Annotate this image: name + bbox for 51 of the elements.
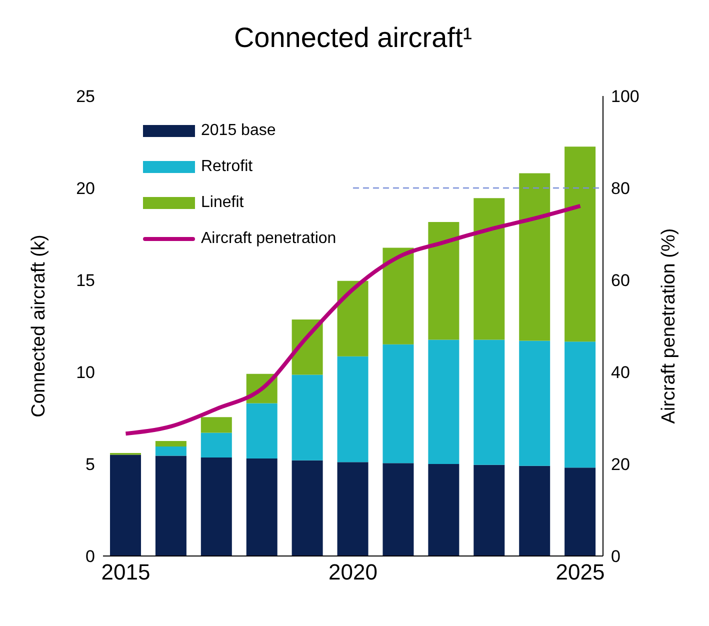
y2-axis-title: Aircraft penetration (%) [658, 228, 680, 424]
bar [110, 454, 141, 556]
y-tick-label: 5 [86, 455, 95, 474]
bar [428, 464, 460, 556]
bar [246, 403, 278, 458]
y-tick-label: 15 [76, 271, 95, 290]
bar [382, 248, 414, 344]
bar [200, 458, 232, 556]
bar [337, 462, 368, 556]
legend-label: 2015 base [201, 122, 276, 140]
y-axis-title: Connected aircraft (k) [28, 234, 50, 418]
y-tick-label: 20 [76, 179, 95, 198]
bar [200, 432, 232, 458]
chart-title: Connected aircraft¹ [232, 21, 474, 55]
bar [428, 340, 460, 464]
y-tick-label: 10 [76, 363, 95, 382]
bar [200, 417, 232, 433]
bar [337, 280, 368, 356]
bar [428, 222, 460, 340]
bar [564, 468, 596, 556]
bar [474, 464, 505, 556]
legend-label: Aircraft penetration [201, 230, 336, 248]
legend-label: Retrofit [201, 158, 253, 176]
bar [564, 342, 596, 468]
x-tick-label: 2020 [328, 560, 378, 585]
y2-tick-label: 40 [611, 363, 630, 382]
x-tick-label: 2025 [556, 560, 605, 585]
y2-tick-label: 80 [611, 179, 630, 198]
bar [155, 456, 186, 556]
y-tick-label: 0 [86, 547, 95, 566]
bar [519, 340, 550, 466]
bar [155, 446, 186, 456]
bar [474, 198, 505, 340]
y2-tick-label: 0 [611, 547, 620, 566]
y-tick-label: 25 [76, 87, 95, 106]
legend-label: Linefit [201, 194, 244, 212]
y2-tick-label: 100 [611, 87, 640, 106]
bar [382, 344, 414, 464]
bar [519, 173, 550, 341]
x-tick-label: 2015 [101, 560, 150, 585]
bar [292, 374, 323, 460]
bar [382, 463, 414, 556]
bar [292, 460, 323, 556]
bar [519, 466, 550, 556]
bar [474, 340, 505, 465]
bar [155, 441, 186, 447]
y2-tick-label: 20 [611, 455, 630, 474]
bar [337, 356, 368, 462]
bar [564, 146, 596, 342]
bar [246, 458, 278, 556]
y2-tick-label: 60 [611, 271, 630, 290]
